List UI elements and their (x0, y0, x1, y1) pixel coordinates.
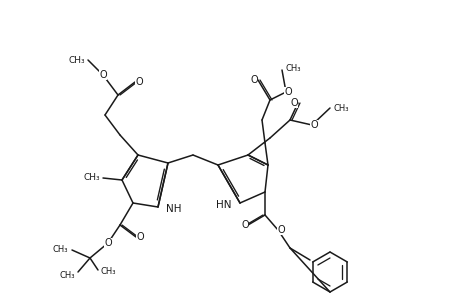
Text: O: O (309, 120, 317, 130)
Text: O: O (250, 75, 257, 85)
Text: CH₃: CH₃ (83, 173, 100, 182)
Text: O: O (277, 225, 284, 235)
Text: CH₃: CH₃ (68, 56, 85, 64)
Text: NH: NH (166, 204, 181, 214)
Text: O: O (241, 220, 248, 230)
Text: O: O (290, 98, 297, 108)
Text: CH₃: CH₃ (59, 271, 75, 280)
Text: O: O (99, 70, 106, 80)
Text: CH₃: CH₃ (101, 268, 116, 277)
Text: O: O (135, 77, 142, 87)
Text: HN: HN (216, 200, 231, 210)
Text: CH₃: CH₃ (333, 103, 349, 112)
Text: CH₃: CH₃ (285, 64, 301, 73)
Text: CH₃: CH₃ (52, 245, 68, 254)
Text: O: O (136, 232, 144, 242)
Text: O: O (284, 87, 291, 97)
Text: O: O (104, 238, 112, 248)
